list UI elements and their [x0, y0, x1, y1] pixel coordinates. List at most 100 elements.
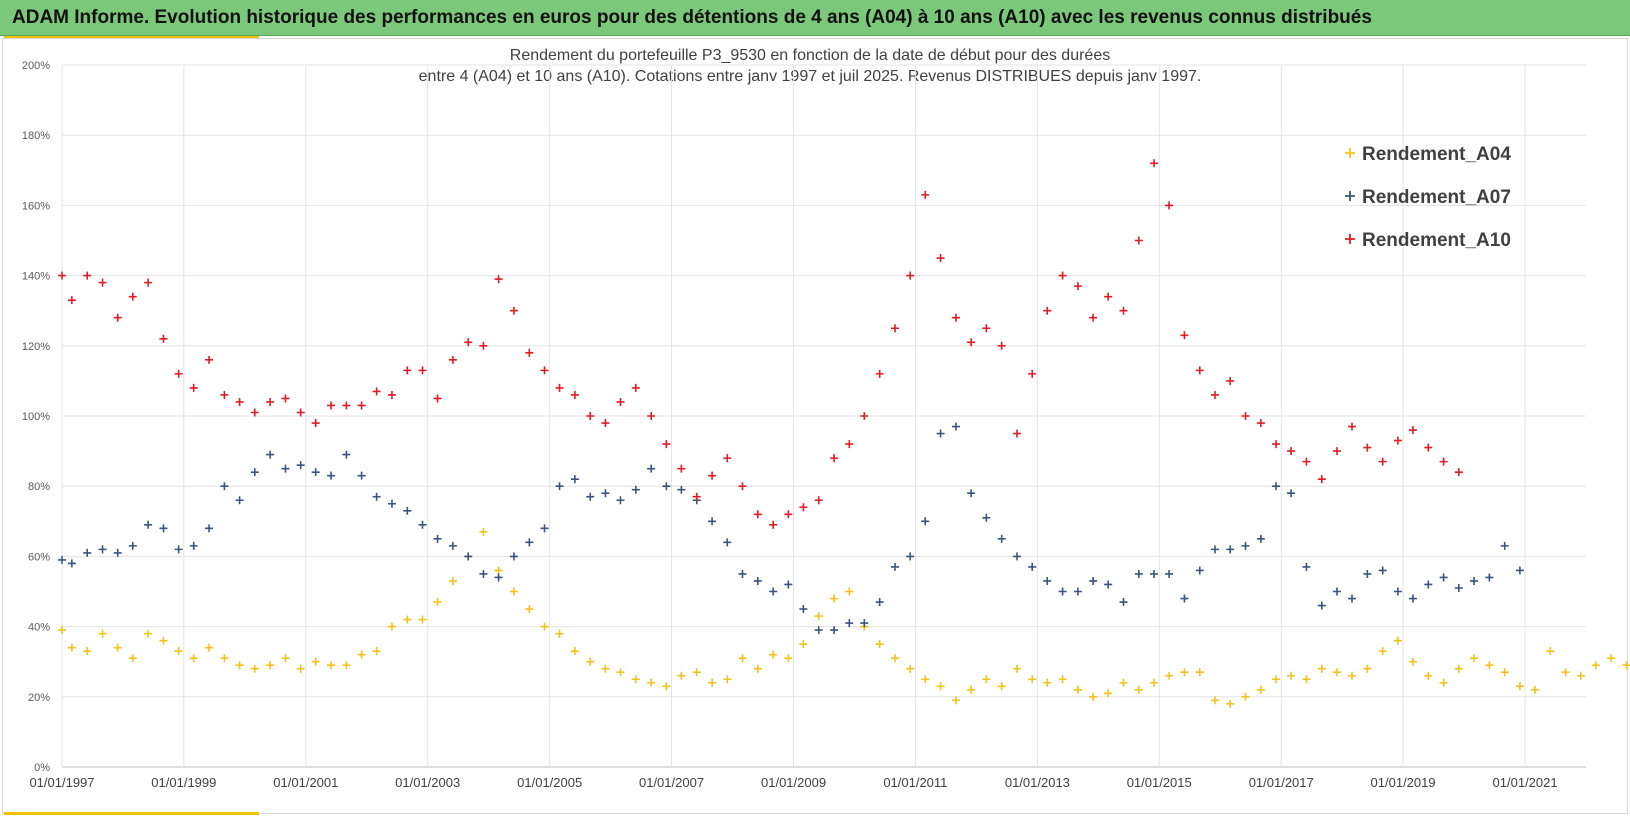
data-point-Rendement_A04	[662, 682, 671, 691]
data-point-Rendement_A07	[98, 545, 107, 554]
data-point-Rendement_A10	[113, 313, 122, 322]
data-point-Rendement_A10	[220, 390, 229, 399]
y-tick-label: 0%	[34, 762, 50, 774]
data-point-Rendement_A10	[631, 383, 640, 392]
data-point-Rendement_A07	[1363, 569, 1372, 578]
data-point-Rendement_A10	[311, 419, 320, 428]
data-point-Rendement_A07	[494, 573, 503, 582]
data-point-Rendement_A07	[281, 464, 290, 473]
data-point-Rendement_A07	[58, 555, 66, 564]
data-point-Rendement_A04	[1013, 664, 1022, 673]
data-point-Rendement_A07	[1134, 569, 1143, 578]
data-point-Rendement_A10	[128, 292, 137, 301]
data-point-Rendement_A07	[1089, 576, 1098, 585]
data-point-Rendement_A04	[1226, 699, 1235, 708]
y-tick-label: 100%	[22, 411, 50, 423]
data-point-Rendement_A10	[692, 492, 701, 501]
data-point-Rendement_A10	[1424, 443, 1433, 452]
data-point-Rendement_A04	[1332, 668, 1341, 677]
data-point-Rendement_A04	[1058, 675, 1067, 684]
data-point-Rendement_A10	[250, 408, 259, 417]
data-point-Rendement_A10	[1119, 306, 1128, 315]
data-point-Rendement_A07	[479, 569, 488, 578]
data-point-Rendement_A04	[570, 647, 579, 656]
data-point-Rendement_A07	[982, 513, 991, 522]
data-point-Rendement_A10	[342, 401, 351, 410]
chart-title-line-2: entre 4 (A04) et 10 ans (A10). Cotations…	[418, 68, 1202, 85]
data-point-Rendement_A07	[220, 482, 229, 491]
data-point-Rendement_A10	[1028, 369, 1037, 378]
data-point-Rendement_A07	[1104, 580, 1113, 589]
x-tick-label: 01/01/2007	[639, 775, 704, 790]
data-point-Rendement_A07	[1226, 545, 1235, 554]
data-point-Rendement_A10	[540, 366, 549, 375]
data-point-Rendement_A10	[830, 454, 839, 463]
data-point-Rendement_A04	[845, 587, 854, 596]
data-point-Rendement_A10	[494, 275, 503, 284]
data-point-Rendement_A10	[570, 390, 579, 399]
data-point-Rendement_A07	[1393, 587, 1402, 596]
data-point-Rendement_A04	[83, 647, 92, 656]
y-tick-label: 120%	[22, 341, 50, 353]
data-point-Rendement_A04	[738, 654, 747, 663]
data-point-Rendement_A10	[1287, 447, 1296, 456]
data-point-Rendement_A04	[753, 664, 762, 673]
data-point-Rendement_A07	[418, 520, 427, 529]
data-point-Rendement_A10	[1348, 422, 1356, 431]
data-point-Rendement_A07	[1013, 552, 1022, 561]
data-point-Rendement_A10	[769, 520, 778, 529]
data-point-Rendement_A07	[723, 538, 732, 547]
data-point-Rendement_A10	[997, 341, 1006, 350]
data-point-Rendement_A07	[1043, 576, 1052, 585]
data-point-Rendement_A07	[1332, 587, 1341, 596]
data-point-Rendement_A07	[1485, 573, 1494, 582]
data-point-Rendement_A04	[951, 696, 960, 705]
data-point-Rendement_A10	[662, 440, 671, 449]
data-point-Rendement_A10	[708, 471, 717, 480]
data-point-Rendement_A04	[814, 612, 823, 621]
data-point-Rendement_A07	[1028, 562, 1037, 571]
data-point-Rendement_A04	[723, 675, 732, 684]
data-point-Rendement_A04	[1104, 689, 1113, 698]
y-tick-label: 140%	[22, 271, 50, 283]
data-point-Rendement_A07	[769, 587, 778, 596]
data-point-Rendement_A04	[1287, 671, 1296, 680]
data-point-Rendement_A10	[1210, 390, 1219, 399]
data-point-Rendement_A04	[647, 678, 656, 687]
data-point-Rendement_A04	[1485, 661, 1494, 670]
data-point-Rendement_A04	[174, 647, 183, 656]
data-point-Rendement_A04	[296, 664, 305, 673]
data-point-Rendement_A04	[784, 654, 793, 663]
data-point-Rendement_A07	[189, 541, 198, 550]
data-point-Rendement_A10	[357, 401, 366, 410]
y-tick-label: 160%	[22, 200, 50, 212]
data-point-Rendement_A04	[509, 587, 518, 596]
data-point-Rendement_A07	[1119, 598, 1128, 607]
data-point-Rendement_A04	[1591, 661, 1600, 670]
data-point-Rendement_A07	[860, 619, 869, 628]
data-point-Rendement_A10	[189, 383, 198, 392]
data-point-Rendement_A07	[327, 471, 336, 480]
legend-marker	[1345, 148, 1355, 158]
y-tick-label: 80%	[28, 481, 50, 493]
data-point-Rendement_A04	[387, 622, 396, 631]
data-point-Rendement_A10	[723, 454, 732, 463]
data-point-Rendement_A07	[1287, 489, 1296, 498]
data-point-Rendement_A04	[448, 576, 457, 585]
data-point-Rendement_A04	[220, 654, 229, 663]
data-point-Rendement_A04	[1393, 636, 1402, 645]
chart-title-line-1: Rendement du portefeuille P3_9530 en fon…	[509, 47, 1111, 64]
data-point-Rendement_A04	[1454, 664, 1463, 673]
data-point-Rendement_A07	[1378, 566, 1387, 575]
report-banner: ADAM Informe. Evolution historique des p…	[0, 0, 1630, 36]
report-title: ADAM Informe. Evolution historique des p…	[12, 7, 1372, 28]
data-point-Rendement_A10	[586, 412, 595, 420]
data-point-Rendement_A10	[235, 397, 244, 406]
x-tick-label: 01/01/2009	[761, 775, 826, 790]
data-point-Rendement_A10	[906, 271, 915, 280]
data-point-Rendement_A10	[1363, 443, 1372, 452]
data-point-Rendement_A10	[1256, 419, 1265, 428]
data-point-Rendement_A10	[418, 366, 427, 375]
data-point-Rendement_A04	[1119, 678, 1128, 687]
data-point-Rendement_A07	[1408, 594, 1417, 603]
